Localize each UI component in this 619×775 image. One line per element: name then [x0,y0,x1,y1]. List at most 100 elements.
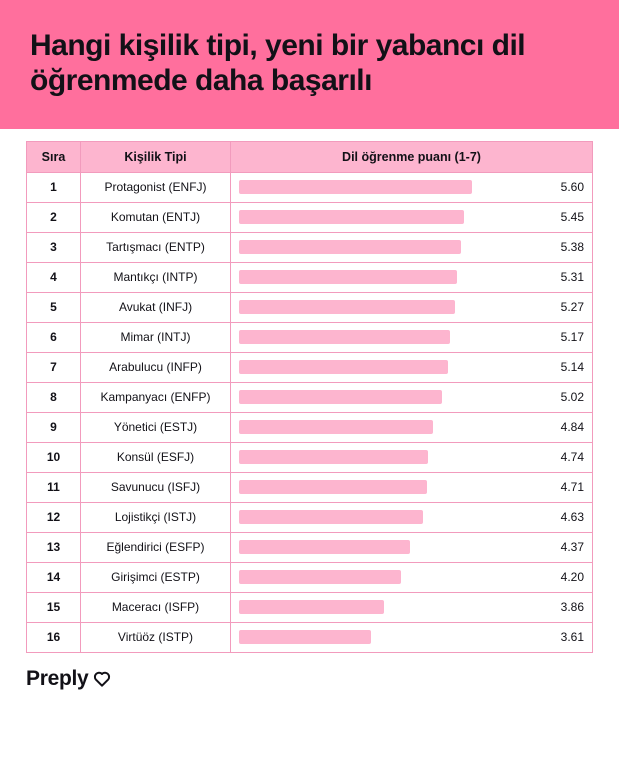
score-value: 5.60 [561,180,584,194]
type-cell: Tartışmacı (ENTP) [81,232,231,262]
hero-banner: Hangi kişilik tipi, yeni bir yabancı dil… [0,0,619,129]
type-cell: Virtüöz (ISTP) [81,622,231,652]
score-bar [239,240,461,254]
score-value: 3.61 [561,630,584,644]
table-row: 10Konsül (ESFJ) 4.74 [27,442,593,472]
type-cell: Avukat (INFJ) [81,292,231,322]
table-row: 6Mimar (INTJ) 5.17 [27,322,593,352]
type-cell: Konsül (ESFJ) [81,442,231,472]
score-value: 5.45 [561,210,584,224]
brand-heart-icon [92,669,112,689]
score-value: 4.20 [561,570,584,584]
personality-table: Sıra Kişilik Tipi Dil öğrenme puanı (1-7… [26,141,593,653]
score-cell: 3.61 [231,622,593,652]
page-title: Hangi kişilik tipi, yeni bir yabancı dil… [30,28,589,99]
score-bar [239,330,450,344]
table-row: 15Maceracı (ISFP) 3.86 [27,592,593,622]
score-cell: 5.02 [231,382,593,412]
table-row: 9Yönetici (ESTJ)4.84 [27,412,593,442]
score-cell: 4.63 [231,502,593,532]
type-cell: Kampanyacı (ENFP) [81,382,231,412]
score-cell: 5.31 [231,262,593,292]
score-cell: 3.86 [231,592,593,622]
type-cell: Girişimci (ESTP) [81,562,231,592]
type-cell: Mimar (INTJ) [81,322,231,352]
score-bar [239,360,448,374]
score-cell: 4.74 [231,442,593,472]
rank-cell: 1 [27,172,81,202]
table-row: 11Savunucu (ISFJ) 4.71 [27,472,593,502]
score-bar [239,510,423,524]
score-bar [239,450,428,464]
rank-cell: 11 [27,472,81,502]
type-cell: Savunucu (ISFJ) [81,472,231,502]
rank-cell: 14 [27,562,81,592]
rank-cell: 13 [27,532,81,562]
score-value: 3.86 [561,600,584,614]
score-bar [239,300,455,314]
rank-cell: 8 [27,382,81,412]
rank-cell: 16 [27,622,81,652]
score-cell: 5.27 [231,292,593,322]
score-value: 5.14 [561,360,584,374]
score-value: 5.27 [561,300,584,314]
score-value: 5.38 [561,240,584,254]
score-bar [239,480,427,494]
type-cell: Eğlendirici (ESFP) [81,532,231,562]
table-row: 2Komutan (ENTJ)5.45 [27,202,593,232]
score-value: 4.71 [561,480,584,494]
type-cell: Protagonist (ENFJ) [81,172,231,202]
type-cell: Mantıkçı (INTP) [81,262,231,292]
score-cell: 5.60 [231,172,593,202]
score-value: 5.17 [561,330,584,344]
score-cell: 4.84 [231,412,593,442]
score-bar [239,180,472,194]
rank-cell: 6 [27,322,81,352]
score-bar [239,390,442,404]
score-value: 4.84 [561,420,584,434]
rank-cell: 2 [27,202,81,232]
score-cell: 5.45 [231,202,593,232]
rank-cell: 15 [27,592,81,622]
table-container: Sıra Kişilik Tipi Dil öğrenme puanı (1-7… [0,129,619,663]
score-value: 4.63 [561,510,584,524]
table-row: 12Lojistikçi (ISTJ) 4.63 [27,502,593,532]
score-bar [239,570,401,584]
score-cell: 4.20 [231,562,593,592]
score-cell: 5.38 [231,232,593,262]
score-bar [239,270,457,284]
table-row: 1Protagonist (ENFJ) 5.60 [27,172,593,202]
score-bar [239,600,384,614]
rank-cell: 7 [27,352,81,382]
score-bar [239,420,433,434]
rank-cell: 9 [27,412,81,442]
table-row: 3Tartışmacı (ENTP) 5.38 [27,232,593,262]
score-value: 4.37 [561,540,584,554]
table-row: 14Girişimci (ESTP) 4.20 [27,562,593,592]
table-row: 16Virtüöz (ISTP) 3.61 [27,622,593,652]
rank-cell: 10 [27,442,81,472]
table-row: 8Kampanyacı (ENFP) 5.02 [27,382,593,412]
score-value: 5.31 [561,270,584,284]
rank-cell: 5 [27,292,81,322]
brand-logo: Preply [26,667,112,691]
table-header-row: Sıra Kişilik Tipi Dil öğrenme puanı (1-7… [27,141,593,172]
score-bar [239,630,371,644]
footer: Preply [0,663,619,691]
type-cell: Lojistikçi (ISTJ) [81,502,231,532]
score-value: 5.02 [561,390,584,404]
score-value: 4.74 [561,450,584,464]
col-header-rank: Sıra [27,141,81,172]
score-cell: 5.14 [231,352,593,382]
score-bar [239,210,464,224]
col-header-score: Dil öğrenme puanı (1-7) [231,141,593,172]
rank-cell: 12 [27,502,81,532]
table-row: 5Avukat (INFJ) 5.27 [27,292,593,322]
score-cell: 4.37 [231,532,593,562]
rank-cell: 3 [27,232,81,262]
brand-name: Preply [26,667,88,691]
table-row: 13Eğlendirici (ESFP) 4.37 [27,532,593,562]
rank-cell: 4 [27,262,81,292]
type-cell: Maceracı (ISFP) [81,592,231,622]
score-cell: 5.17 [231,322,593,352]
